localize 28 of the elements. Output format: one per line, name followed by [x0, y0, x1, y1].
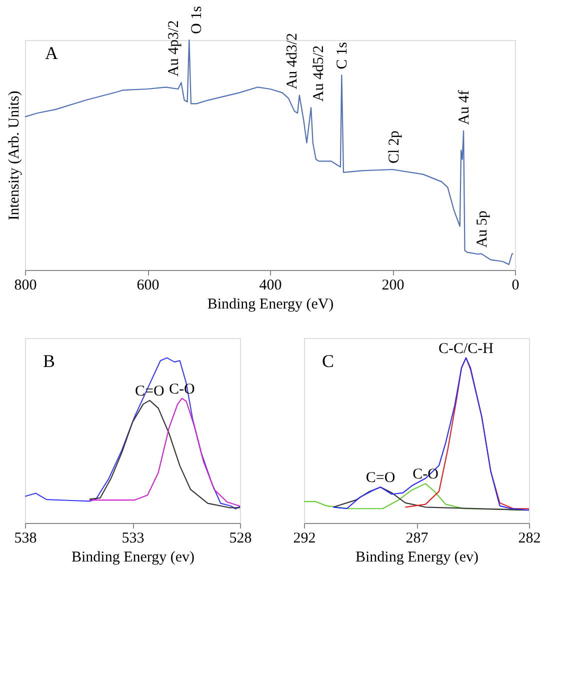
chart-title: A [45, 43, 58, 63]
x-tick-label: 282 [518, 530, 541, 546]
x-tick-label: 200 [382, 278, 404, 294]
annotation: Au 4d5/2 [311, 45, 328, 102]
y-axis-title: Intensity (Arb. Units) [6, 90, 22, 220]
annotation: C 1s [334, 42, 351, 70]
x-tick-label: 0 [512, 278, 520, 294]
annotation: Au 4f [456, 90, 473, 125]
x-tick-label: 800 [14, 278, 37, 294]
chart-title: B [43, 351, 56, 371]
x-axis-title: Binding Energy (ev) [355, 550, 479, 566]
annotation: C=O [366, 470, 396, 486]
x-tick-label: 287 [406, 530, 429, 546]
x-tick-label: 528 [229, 530, 252, 546]
x-tick-label: 400 [259, 278, 282, 294]
x-axis-title: Binding Energy (eV) [207, 296, 334, 312]
annotation: Au 4p3/2 [166, 20, 182, 77]
annotation: C-C/C-H [438, 340, 494, 357]
chart-title: C [322, 351, 334, 371]
annotation: Au 4d3/2 [284, 32, 300, 90]
x-tick-label: 292 [293, 530, 316, 546]
x-axis-title: Binding Energy (ev) [71, 550, 195, 566]
x-tick-label: 538 [14, 530, 37, 546]
annotation: Cl 2p [386, 130, 403, 164]
x-tick-label: 533 [122, 530, 144, 546]
annotation: O 1s [189, 6, 206, 34]
annotation: Au 5p [474, 210, 490, 248]
x-tick-label: 600 [136, 278, 160, 294]
